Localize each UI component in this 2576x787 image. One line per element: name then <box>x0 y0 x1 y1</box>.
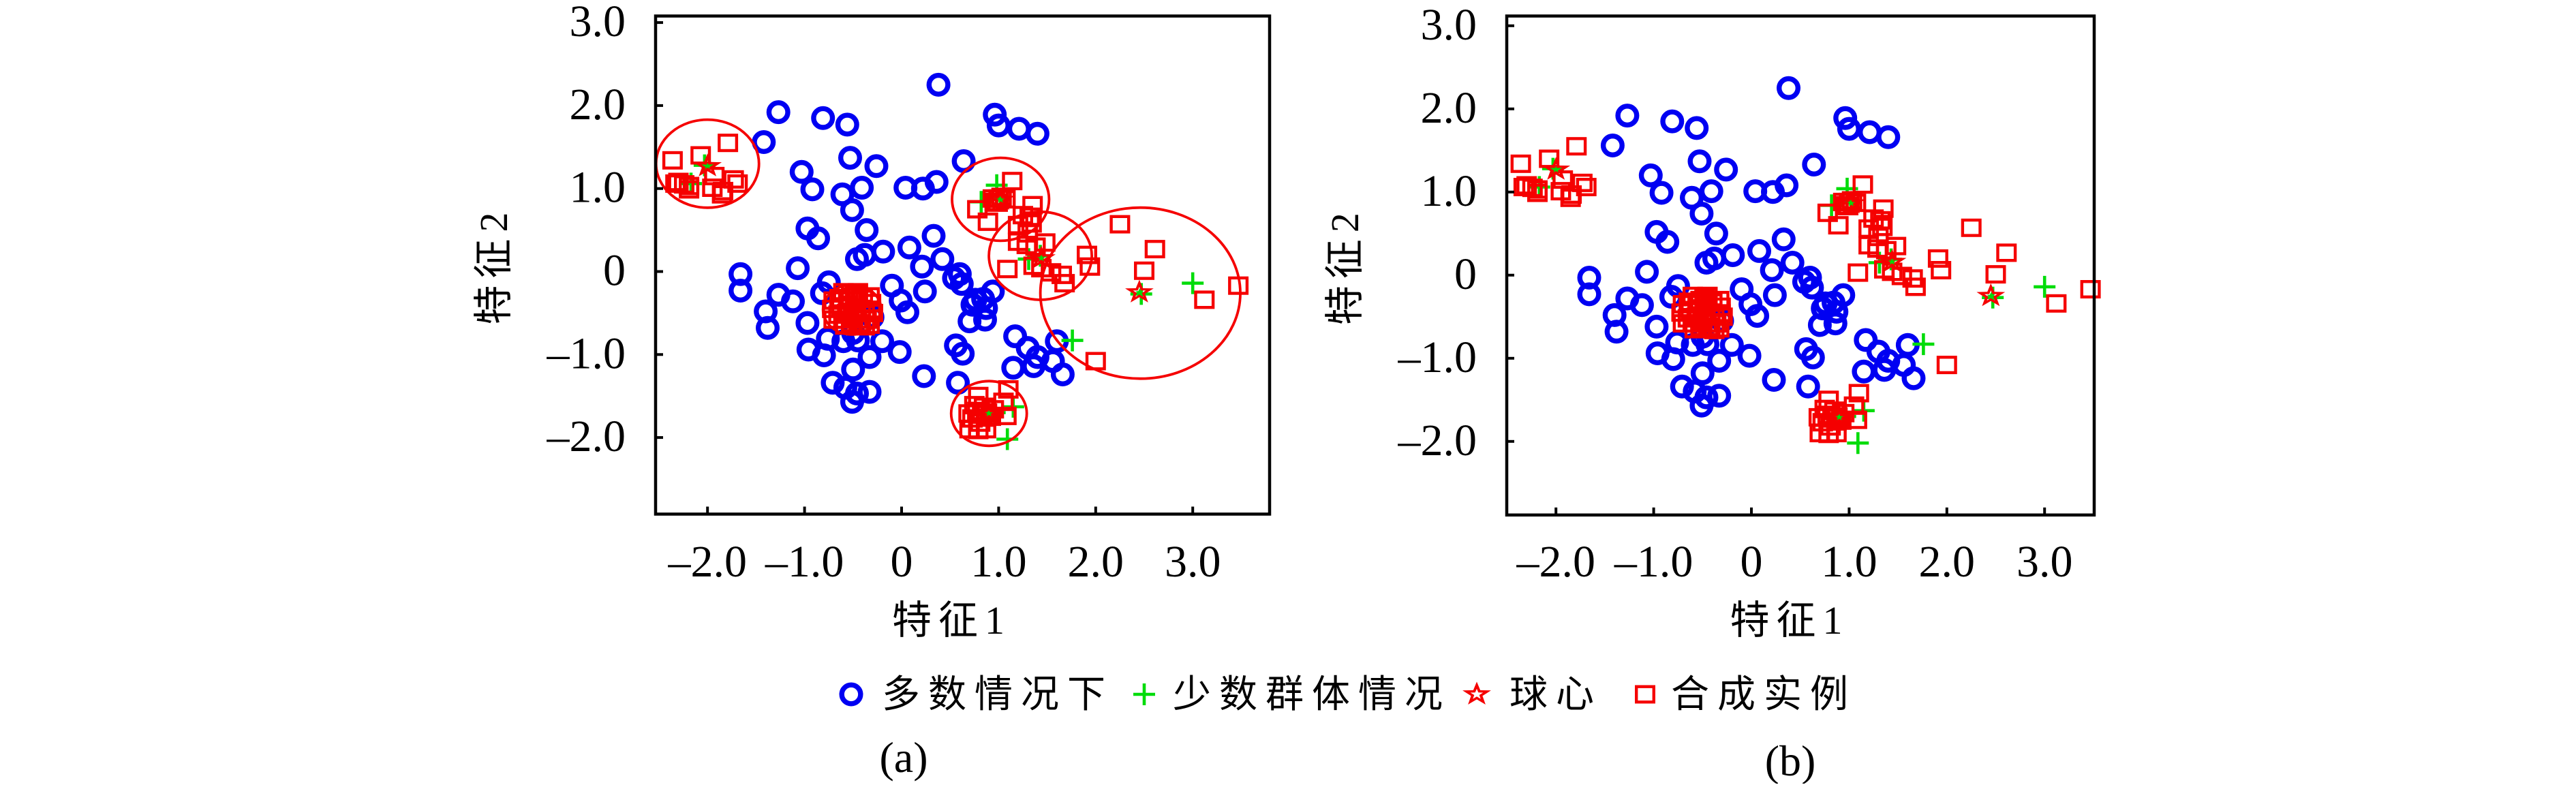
svg-text:2.0: 2.0 <box>570 80 626 129</box>
svg-text:–2.0: –2.0 <box>1516 537 1595 587</box>
svg-text:1.0: 1.0 <box>1421 166 1477 216</box>
svg-text:特征1: 特征1 <box>1730 598 1849 643</box>
svg-text:2.0: 2.0 <box>1919 537 1976 587</box>
svg-text:特征2: 特征2 <box>472 205 516 324</box>
svg-text:0: 0 <box>1741 537 1763 587</box>
svg-text:–1.0: –1.0 <box>1614 537 1693 587</box>
svg-text:球心: 球心 <box>1509 674 1602 716</box>
svg-text:0: 0 <box>603 246 626 296</box>
svg-text:特征2: 特征2 <box>1323 206 1367 325</box>
svg-text:–1.0: –1.0 <box>547 328 626 378</box>
svg-text:–1.0: –1.0 <box>765 537 844 587</box>
svg-text:(a): (a) <box>879 733 927 782</box>
svg-text:–2.0: –2.0 <box>1398 416 1477 465</box>
svg-text:0: 0 <box>1454 249 1477 299</box>
svg-text:(b): (b) <box>1765 737 1816 784</box>
svg-text:0: 0 <box>891 537 913 587</box>
svg-text:少数群体情况: 少数群体情况 <box>1173 674 1451 716</box>
svg-text:1.0: 1.0 <box>570 163 626 213</box>
svg-text:2.0: 2.0 <box>1421 83 1477 133</box>
svg-text:3.0: 3.0 <box>1165 537 1221 587</box>
svg-text:3.0: 3.0 <box>1421 0 1477 50</box>
svg-text:1.0: 1.0 <box>970 537 1027 587</box>
svg-text:3.0: 3.0 <box>570 0 626 46</box>
svg-text:特征1: 特征1 <box>892 598 1011 643</box>
svg-text:合成实例: 合成实例 <box>1671 674 1856 716</box>
svg-text:多数情况下: 多数情况下 <box>882 674 1114 716</box>
svg-text:2.0: 2.0 <box>1068 537 1124 587</box>
svg-text:1.0: 1.0 <box>1821 537 1877 587</box>
svg-text:–2.0: –2.0 <box>547 412 626 461</box>
svg-text:–2.0: –2.0 <box>667 537 747 587</box>
svg-text:–1.0: –1.0 <box>1398 333 1477 382</box>
svg-text:3.0: 3.0 <box>2017 537 2073 587</box>
